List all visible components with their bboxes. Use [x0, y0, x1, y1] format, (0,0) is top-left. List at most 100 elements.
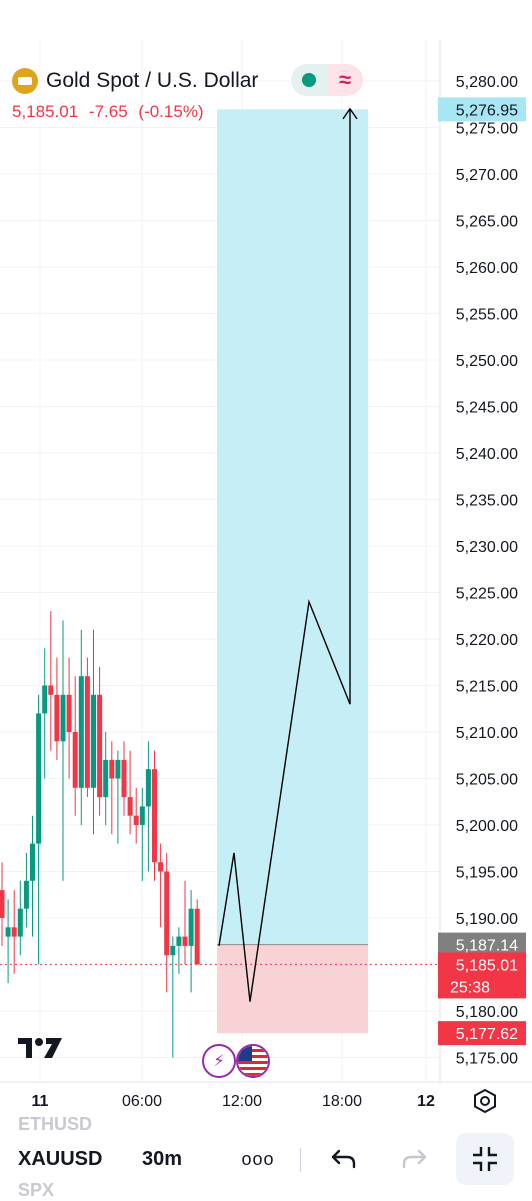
candle-body: [158, 862, 164, 872]
symbol-header[interactable]: Gold Spot / U.S. Dollar: [12, 64, 258, 98]
candle-body: [42, 685, 48, 714]
more-options-button[interactable]: ooo: [241, 1148, 275, 1169]
price-tick-label: 5,255.00: [456, 307, 518, 324]
candle-body: [121, 759, 127, 798]
candle-body: [194, 908, 200, 965]
candle-body: [97, 694, 103, 798]
current-price-badge-countdown: 25:38: [450, 979, 490, 996]
candle-body: [109, 759, 115, 779]
candle-body: [182, 936, 188, 946]
price-tick-label: 5,230.00: [456, 539, 518, 556]
profit-zone[interactable]: [217, 109, 368, 945]
time-tick-label: 11: [32, 1093, 49, 1110]
price-tick-label: 5,250.00: [456, 353, 518, 370]
time-tick-label: 12:00: [222, 1093, 262, 1110]
candle-body: [23, 880, 29, 909]
price-change-percent: (-0.15%): [138, 102, 204, 121]
collapse-button[interactable]: [456, 1133, 514, 1185]
candle-body: [152, 769, 157, 863]
projection-arrowhead: [342, 107, 358, 120]
price-tick-label: 5,265.00: [456, 214, 518, 231]
toolbar-divider: [300, 1148, 301, 1172]
loss-zone[interactable]: [217, 944, 368, 1034]
candle-body: [164, 871, 170, 956]
candle-body: [115, 759, 121, 779]
time-tick-label: 18:00: [322, 1093, 362, 1110]
settings-icon[interactable]: [472, 1088, 498, 1114]
toolbar-row: XAUUSD 30m ooo: [0, 1128, 532, 1190]
candle-body: [91, 694, 96, 788]
current-price-badge-bg: [438, 952, 526, 999]
price-tick-label: 5,270.00: [456, 167, 518, 184]
candle-body: [133, 815, 139, 825]
market-status-pill[interactable]: ≈: [291, 64, 363, 96]
price-tick-label: 5,205.00: [456, 772, 518, 789]
time-tick-label: 12: [417, 1093, 435, 1110]
candle-body: [17, 908, 23, 937]
gold-symbol-icon: [12, 68, 38, 94]
price-tick-label: 5,200.00: [456, 818, 518, 835]
candle-body: [84, 676, 90, 788]
scroll-ghost-symbol-below: SPX: [18, 1180, 55, 1200]
symbol-title: Gold Spot / U.S. Dollar: [46, 69, 259, 92]
price-tick-label: 5,275.00: [456, 121, 518, 138]
candle-body: [72, 732, 78, 788]
candle-body: [103, 759, 109, 798]
price-axis[interactable]: 5,280.00 5,275.00 5,270.00 5,265.00 5,260.00…: [456, 74, 518, 1068]
price-tick-label: 5,280.00: [456, 74, 518, 91]
candle-body: [188, 908, 194, 946]
candle-body: [145, 769, 151, 807]
price-tick-label: 5,195.00: [456, 865, 518, 882]
price-tick-label: 5,180.00: [456, 1004, 518, 1021]
price-tick-label: 5,190.00: [456, 911, 518, 928]
candle-body: [66, 694, 72, 732]
price-tick-label: 5,240.00: [456, 446, 518, 463]
price-tick-label: 5,235.00: [456, 493, 518, 510]
candle-body: [5, 927, 11, 937]
time-tick-label: 06:00: [122, 1093, 162, 1110]
target-price-badge: 5,276.95: [456, 102, 518, 119]
candle-body: [30, 843, 35, 881]
projection-path: [218, 108, 351, 1002]
candle-body: [54, 694, 60, 742]
candle-body: [127, 797, 133, 816]
entry-price-badge: 5,187.14: [456, 938, 518, 955]
current-price-badge: 5,185.01: [456, 957, 518, 974]
candle-body: [11, 927, 17, 937]
candlestick-series: [0, 611, 200, 1058]
us-flag-icon[interactable]: [236, 1044, 270, 1078]
price-badges: 5,276.95 5,187.14 5,185.01 25:38 5,177.62: [438, 97, 526, 1046]
symbol-selector[interactable]: XAUUSD: [18, 1148, 103, 1170]
candle-body: [176, 936, 182, 946]
price-tick-label: 5,215.00: [456, 679, 518, 696]
price-tick-label: 5,245.00: [456, 400, 518, 417]
market-open-icon: [291, 64, 327, 96]
chart-overlays: [0, 107, 440, 1002]
scroll-ghost-symbol-above: ETHUSD: [18, 1114, 93, 1134]
candle-body: [36, 713, 42, 844]
undo-icon[interactable]: [328, 1142, 360, 1174]
interval-selector[interactable]: 30m: [142, 1148, 183, 1170]
price-tick-label: 5,210.00: [456, 725, 518, 742]
stop-price-badge: 5,177.62: [456, 1026, 518, 1043]
price-quote: 5,185.01 -7.65 (-0.15%): [12, 102, 204, 122]
flash-icon[interactable]: ⚡: [202, 1044, 236, 1078]
long-position-tool[interactable]: [217, 109, 368, 1034]
time-axis[interactable]: 11 06:00 12:00 18:00 12: [32, 1093, 435, 1110]
tradingview-logo: [18, 1038, 62, 1058]
redo-icon[interactable]: [398, 1142, 430, 1174]
candle-body: [139, 806, 145, 825]
bottom-toolbar: ETHUSD SPX: [0, 1114, 532, 1200]
price-tick-label: 5,260.00: [456, 260, 518, 277]
candle-body: [0, 890, 5, 918]
price-tick-label: 5,175.00: [456, 1051, 518, 1068]
stop-price-badge-bg: [438, 1021, 526, 1046]
price-change: -7.65: [88, 102, 128, 121]
collapse-icon: [473, 1147, 497, 1171]
approx-icon: ≈: [327, 64, 363, 96]
target-price-badge-bg: [438, 97, 526, 122]
candle-body: [78, 676, 84, 788]
candle-body: [48, 685, 54, 695]
price-tick-label: 5,220.00: [456, 632, 518, 649]
